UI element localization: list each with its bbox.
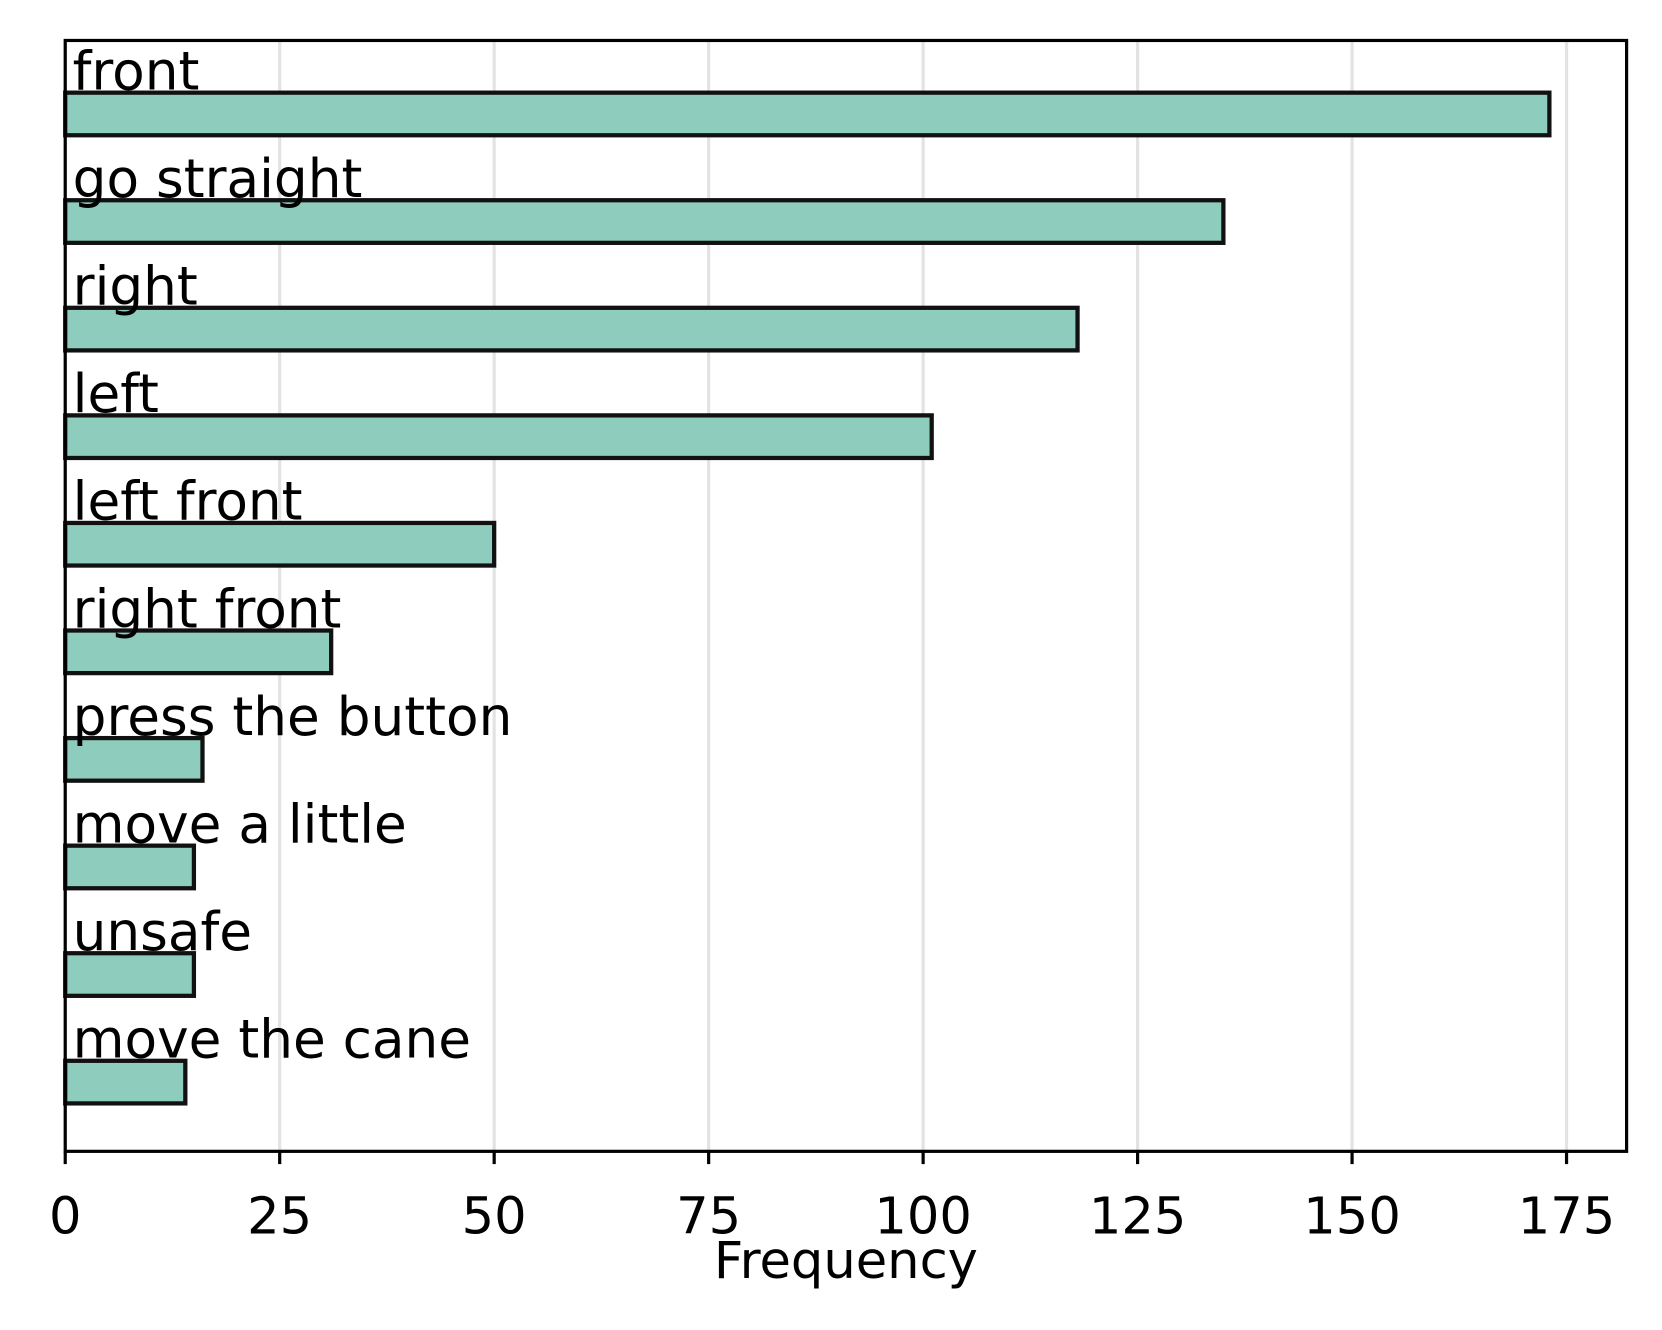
bar — [63, 305, 1080, 353]
bar — [63, 951, 197, 998]
x-tick-label: 75 — [676, 1187, 741, 1246]
x-tick-label: 100 — [874, 1187, 972, 1246]
category-label: right front — [73, 578, 342, 640]
category-label: left — [73, 363, 159, 425]
category-label: right — [73, 256, 198, 318]
bar — [63, 735, 205, 783]
x-tick-label: 0 — [49, 1187, 82, 1246]
bar — [63, 843, 197, 891]
x-tick-label: 125 — [1089, 1187, 1187, 1246]
bar — [63, 1058, 188, 1106]
x-axis-label: Frequency — [714, 1232, 978, 1291]
category-label: front — [73, 40, 200, 102]
plot-frame — [63, 38, 1629, 1153]
category-label: move a little — [73, 793, 407, 855]
x-tick-label: 150 — [1303, 1187, 1401, 1246]
category-label: move the cane — [73, 1009, 471, 1071]
category-label: unsafe — [73, 901, 252, 963]
x-tick-label: 25 — [247, 1187, 312, 1246]
x-tick-label: 175 — [1518, 1187, 1616, 1246]
category-label: press the button — [73, 686, 513, 748]
category-label: go straight — [73, 148, 363, 210]
bar — [63, 198, 1226, 245]
x-tick-label: 50 — [462, 1187, 527, 1246]
bar — [63, 413, 934, 461]
bar — [63, 90, 1552, 138]
bar — [63, 628, 334, 676]
category-label: left front — [73, 471, 303, 533]
